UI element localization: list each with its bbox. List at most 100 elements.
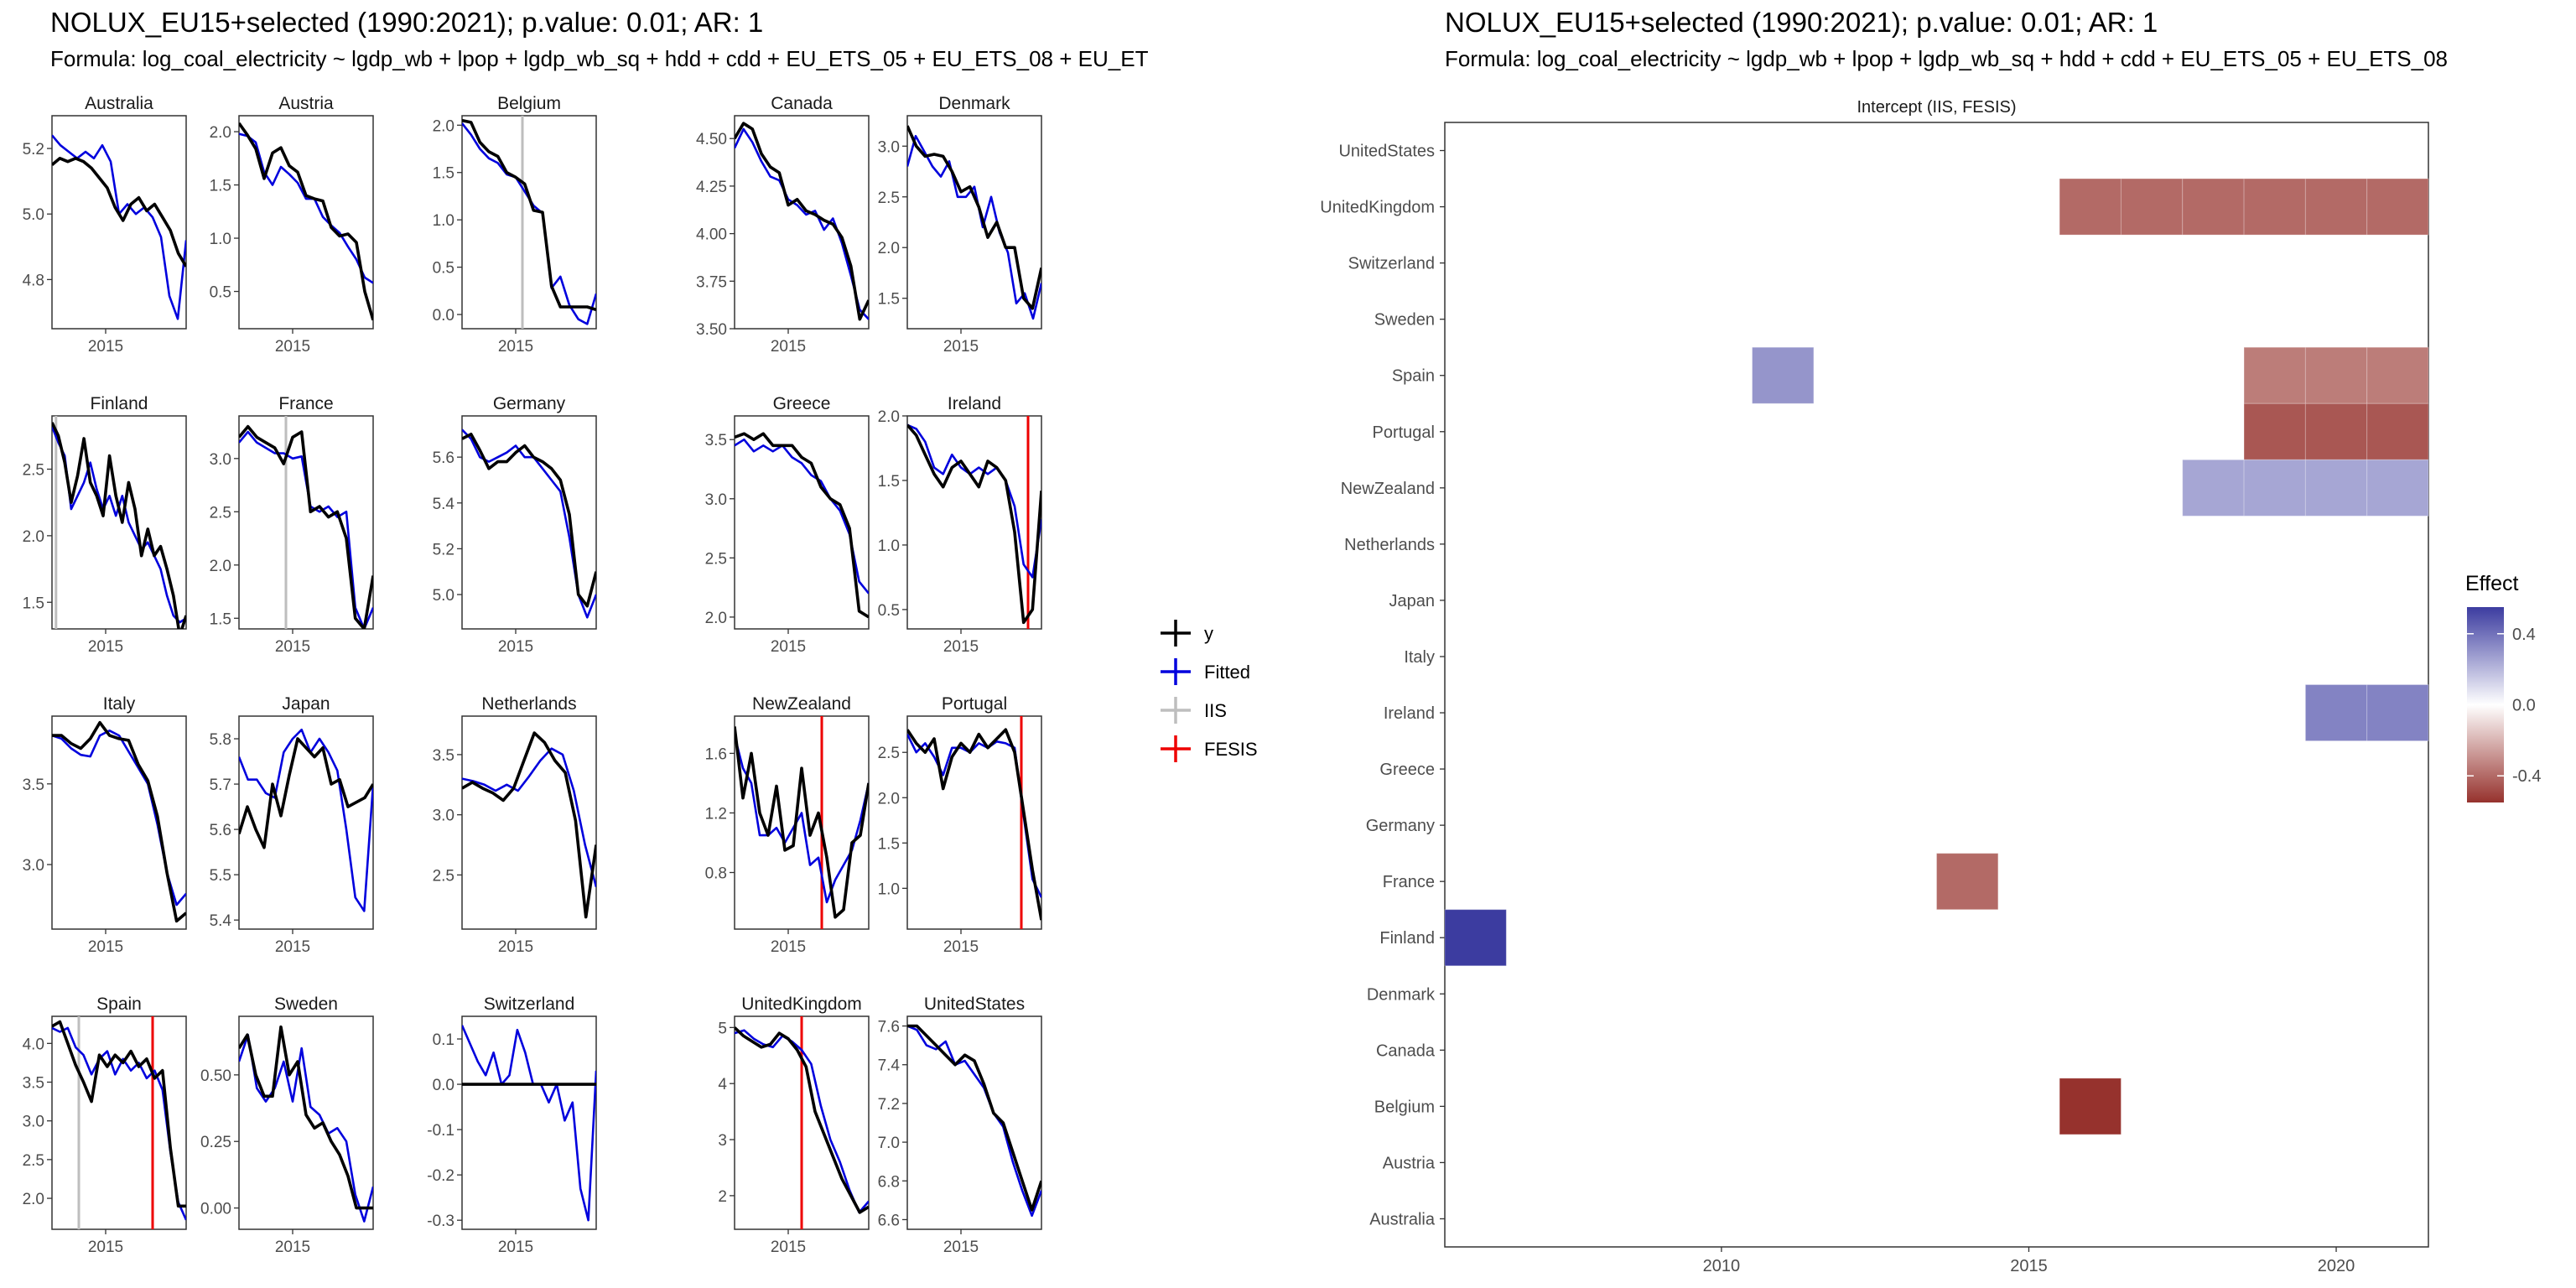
series-fitted-line <box>735 438 869 595</box>
facet-austria: Austria 0.5 1.0 1.5 2.0 2015 <box>210 94 374 356</box>
effect-colorbar: Effect 0.4 0.0 -0.4 <box>2465 572 2541 802</box>
heatmap-cell <box>2366 459 2429 517</box>
facet-strip-label: Finland <box>91 394 148 413</box>
y-tick-label: 1.6 <box>705 745 727 763</box>
y-tick-label: Japan <box>1389 592 1436 610</box>
facet-unitedkingdom: UnitedKingdom 2 3 4 5 2015 <box>718 995 870 1256</box>
x-tick-label: 2015 <box>943 638 979 656</box>
facet-plot-panel <box>238 1015 374 1230</box>
y-tick-label: 0.0 <box>433 1077 454 1094</box>
y-tick-label: 0.0 <box>433 307 454 325</box>
y-tick-label: 4.00 <box>696 226 727 244</box>
facet-plot-panel <box>238 715 374 930</box>
heatmap-plot-panel <box>1444 122 2429 1248</box>
facet-strip-label: Belgium <box>497 94 561 113</box>
y-tick-label: 0.5 <box>433 260 454 278</box>
y-tick-label: 3.0 <box>878 138 900 156</box>
facet-sweden: Sweden 0.00 0.25 0.50 2015 <box>200 995 374 1256</box>
facet-strip-label: NewZealand <box>752 694 851 714</box>
facet-plot-panel <box>734 715 870 930</box>
heatmap-cell <box>2243 402 2306 460</box>
y-tick-label: 3.0 <box>23 1114 44 1131</box>
x-tick-label: 2015 <box>771 938 806 956</box>
y-tick-label: 3.5 <box>705 432 727 449</box>
heatmap-cell <box>2243 459 2306 517</box>
facet-strip-label: Japan <box>282 694 330 714</box>
y-tick-label: Spain <box>1392 367 1435 386</box>
heatmap-cell <box>2366 178 2429 236</box>
series-y-line <box>239 1025 373 1210</box>
panel-content <box>462 731 596 919</box>
y-tick-label: Switzerland <box>1348 255 1435 273</box>
series-y-line <box>52 1020 186 1208</box>
series-y-line <box>907 728 1041 921</box>
y-tick-label: 2.5 <box>878 745 900 762</box>
x-tick-label: 2015 <box>88 1239 123 1256</box>
left-plot-subtitle: Formula: log_coal_electricity ~ lgdp_wb … <box>50 46 1149 71</box>
x-tick-label: 2015 <box>771 638 806 656</box>
facet-japan: Japan 5.4 5.5 5.6 5.7 5.8 2015 <box>210 694 374 956</box>
y-tick-label: 3.5 <box>23 776 44 794</box>
y-tick-label: 1.0 <box>433 212 454 230</box>
facet-strip-label: Australia <box>85 94 153 113</box>
facet-plot-panel <box>51 1015 187 1230</box>
y-tick-label: 1.5 <box>878 291 900 309</box>
y-tick-label: 0.8 <box>705 865 727 883</box>
heatmap-cell <box>2304 684 2368 742</box>
legend-item-iis: IIS <box>1161 697 1227 724</box>
series-y-line <box>462 118 596 312</box>
y-tick-label: 7.4 <box>878 1057 901 1075</box>
x-tick-label: 2015 <box>498 638 533 656</box>
facet-strip-label: Netherlands <box>481 694 576 714</box>
series-y-line <box>907 1024 1041 1212</box>
heatmap-cell <box>2304 346 2368 404</box>
y-tick-label: 5.4 <box>210 912 232 930</box>
y-tick-label: 0.50 <box>200 1067 231 1085</box>
x-tick-label: 2015 <box>88 638 123 656</box>
x-tick-label: 2015 <box>943 938 979 956</box>
series-fitted-line <box>907 1025 1041 1218</box>
y-tick-label: 5.0 <box>433 587 454 605</box>
panel-content <box>462 1025 596 1222</box>
facet-unitedstates: UnitedStates 6.6 6.8 7.0 7.2 7.4 7.6 2015 <box>878 995 1042 1256</box>
series-fitted-line <box>52 1026 186 1221</box>
panel-content <box>52 720 186 923</box>
y-tick-label: 1.5 <box>210 610 231 628</box>
x-tick-label: 2015 <box>275 938 310 956</box>
y-tick-label: 2.5 <box>705 550 727 568</box>
facet-australia: Australia 4.8 5.0 5.2 2015 <box>23 94 187 356</box>
y-tick-label: 5.4 <box>433 496 455 513</box>
heatmap-cell <box>2304 402 2368 460</box>
y-tick-label: 3 <box>718 1132 727 1150</box>
y-tick-label: 2 <box>718 1188 727 1206</box>
y-tick-label: 5 <box>718 1020 727 1037</box>
right-plot-subtitle: Formula: log_coal_electricity ~ lgdp_wb … <box>1445 46 2449 71</box>
y-tick-label: 2.0 <box>210 558 231 575</box>
x-tick-label: 2015 <box>275 1239 310 1256</box>
y-tick-label: 1.5 <box>23 595 44 612</box>
x-tick-label: 2015 <box>771 338 806 356</box>
y-tick-label: -0.3 <box>427 1213 454 1230</box>
y-tick-label: 1.0 <box>878 880 900 898</box>
y-tick-label: NewZealand <box>1341 480 1435 498</box>
y-tick-label: 2.0 <box>878 408 900 426</box>
legend-item-y: y <box>1161 620 1213 647</box>
heatmap-cell <box>2182 459 2245 517</box>
facet-strip-label: Austria <box>278 94 334 113</box>
facet-strip-label: Canada <box>771 94 833 113</box>
y-tick-label: 5.0 <box>23 206 44 224</box>
legend-label: FESIS <box>1204 739 1258 760</box>
y-tick-label: 6.6 <box>878 1212 900 1229</box>
facet-strip-label: Spain <box>96 995 142 1014</box>
panel-content <box>907 716 1041 929</box>
y-tick-label: 3.75 <box>696 273 727 291</box>
y-tick-label: 1.5 <box>878 473 900 491</box>
facet-plot-panel <box>51 415 187 630</box>
series-y-line <box>52 422 186 629</box>
panel-content <box>735 1016 869 1229</box>
left-plot-title: NOLUX_EU15+selected (1990:2021); p.value… <box>50 7 764 38</box>
x-tick-label: 2015 <box>2010 1257 2048 1275</box>
series-fitted-line <box>239 132 373 284</box>
y-tick-label: 3.0 <box>23 857 44 875</box>
panel-content <box>239 1025 373 1223</box>
